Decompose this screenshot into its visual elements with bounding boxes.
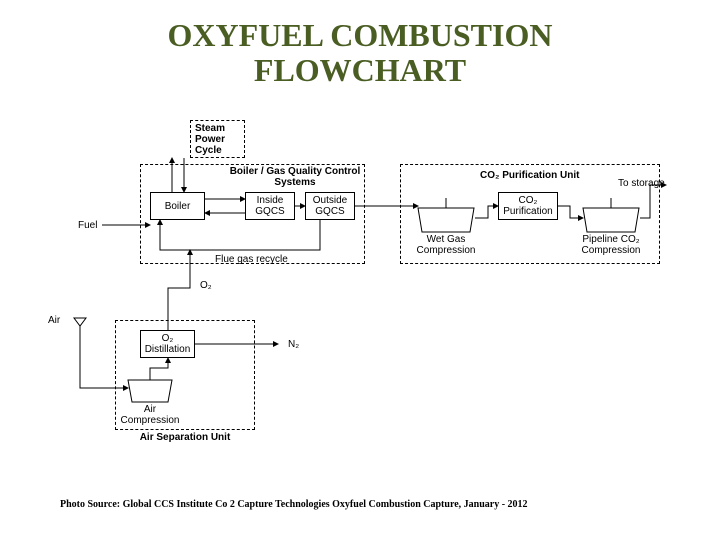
title-line2: FLOWCHART (254, 52, 466, 88)
steam-label: Steam Power Cycle (195, 123, 243, 156)
pipeline-label: Pipeline CO₂ Compression (575, 234, 647, 256)
flue-gas-label: Flue gas recycle (215, 254, 288, 265)
o2-label: O₂ (200, 280, 212, 291)
steam-power-cycle-box: Steam Power Cycle (190, 120, 245, 158)
n2-label: N₂ (288, 339, 299, 350)
to-storage-label: To storage (618, 178, 665, 189)
title-line1: OXYFUEL COMBUSTION (168, 17, 553, 53)
air-label: Air (48, 315, 60, 326)
flowchart-diagram: Steam Power Cycle Boiler / Gas Quality C… (60, 120, 670, 460)
o2-distillation-box: O₂ Distillation (140, 330, 195, 358)
boiler-box: Boiler (150, 192, 205, 220)
wet-gas-label: Wet Gas Compression (410, 234, 482, 256)
air-compression-label: Air Compression (115, 404, 185, 426)
asu-label: Air Separation Unit (135, 432, 235, 443)
cpu-label: CO₂ Purification Unit (480, 170, 579, 181)
inside-gqcs-box: Inside GQCS (245, 192, 295, 220)
boiler-gqcs-label: Boiler / Gas Quality Control Systems (225, 166, 365, 188)
fuel-label: Fuel (78, 220, 97, 231)
co2-purification-box: CO₂ Purification (498, 192, 558, 220)
outside-gqcs-box: Outside GQCS (305, 192, 355, 220)
photo-source: Photo Source: Global CCS Institute Co 2 … (60, 499, 528, 510)
